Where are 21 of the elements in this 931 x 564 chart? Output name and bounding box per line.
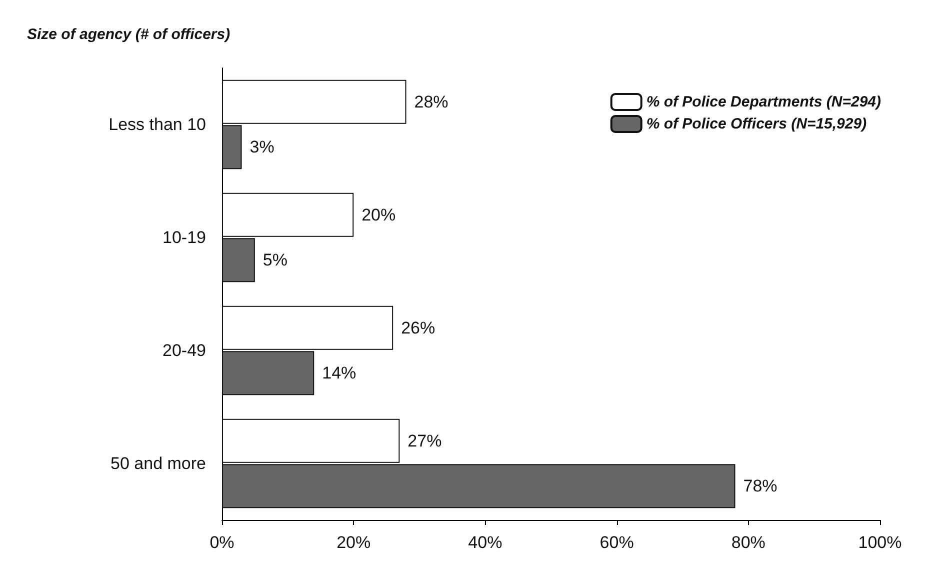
x-tick-label: 20% [336, 533, 371, 552]
x-tick-label: 0% [210, 533, 234, 552]
x-tick-label: 100% [858, 533, 902, 552]
y-tick-label: 50 and more [110, 454, 206, 473]
x-tick-label: 40% [468, 533, 502, 552]
data-label: 3% [250, 138, 274, 157]
legend-label: % of Police Officers (N=15,929) [646, 116, 867, 132]
y-tick-label: 20-49 [162, 341, 206, 360]
data-label: 78% [743, 476, 778, 496]
y-axis-title: Size of agency (# of officers) [27, 26, 230, 43]
y-tick-label: 10-19 [162, 228, 206, 247]
x-tick-label: 80% [731, 533, 766, 552]
data-label: 14% [322, 364, 356, 383]
legend-label: % of Police Departments (N=294) [646, 94, 882, 110]
data-label: 5% [262, 250, 288, 270]
x-tick-label: 60% [600, 533, 634, 552]
data-label: 28% [414, 92, 448, 112]
data-label: 20% [362, 205, 396, 224]
y-tick-label: Less than 10 [108, 115, 206, 134]
data-label: 27% [408, 431, 442, 450]
data-label: 26% [401, 318, 436, 338]
